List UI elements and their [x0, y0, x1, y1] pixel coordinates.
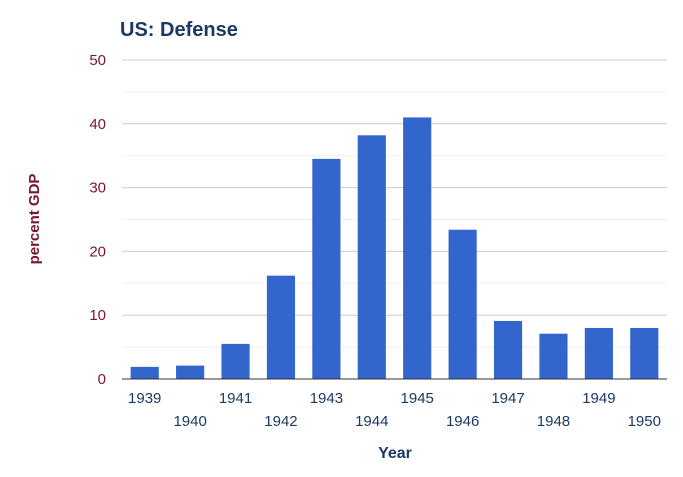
x-tick-label: 1940: [173, 413, 206, 430]
bar-1944: [357, 135, 386, 379]
x-tick-label: 1949: [582, 390, 615, 407]
bar-1946: [448, 229, 477, 379]
bar-1943: [312, 158, 341, 379]
x-tick-label: 1950: [628, 413, 661, 430]
bars: [130, 117, 659, 380]
bar-1945: [403, 117, 432, 380]
x-tick-label: 1941: [219, 390, 252, 407]
x-axis-label: Year: [378, 445, 412, 462]
x-tick-label: 1945: [401, 390, 434, 407]
y-axis-ticks: 0 10 20 30 40 50: [89, 52, 106, 388]
x-tick-label: 1942: [264, 413, 297, 430]
bar-1941: [221, 343, 250, 379]
bar-1940: [176, 365, 205, 379]
y-tick-label: 40: [89, 116, 106, 133]
bar-1947: [493, 320, 523, 379]
bar-1939: [130, 366, 159, 379]
bar-1950: [630, 327, 659, 379]
y-tick-label: 50: [89, 52, 106, 69]
x-tick-label: 1946: [446, 413, 479, 430]
y-tick-label: 20: [89, 243, 106, 260]
y-tick-label: 10: [89, 307, 106, 324]
x-axis-ticks: 1939 1940 1941 1942 1943 1944 1945 1946 1947 1948…: [128, 390, 661, 430]
y-axis-label: percent GDP: [26, 174, 43, 265]
y-tick-label: 30: [89, 180, 106, 197]
bar-1948: [539, 333, 568, 379]
x-tick-label: 1948: [537, 413, 570, 430]
chart-title: US: Defense: [120, 19, 238, 41]
y-tick-label: 0: [98, 371, 106, 388]
gridlines: [122, 59, 667, 348]
x-tick-label: 1944: [355, 413, 388, 430]
bar-1949: [584, 327, 613, 379]
x-tick-label: 1943: [310, 390, 343, 407]
x-tick-label: 1939: [128, 390, 161, 407]
x-tick-label: 1947: [491, 390, 524, 407]
bar-1942: [266, 275, 296, 379]
